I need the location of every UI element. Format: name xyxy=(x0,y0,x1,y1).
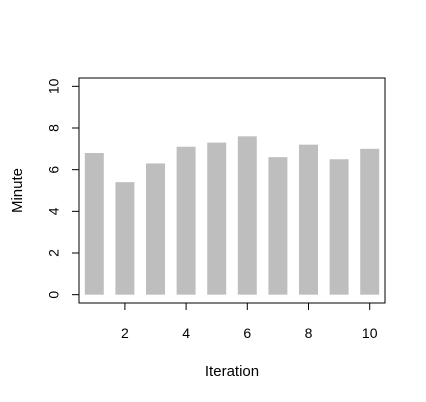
x-tick-label: 6 xyxy=(243,325,251,341)
y-tick-label: 2 xyxy=(46,249,62,257)
y-axis-title: Minute xyxy=(9,168,26,213)
bar xyxy=(207,142,227,295)
y-axis: 0 2 4 6 8 10 xyxy=(46,78,80,299)
bar xyxy=(360,148,380,295)
bar xyxy=(237,136,257,295)
bar xyxy=(329,159,349,295)
bar xyxy=(115,182,135,295)
x-axis-title: Iteration xyxy=(205,363,259,380)
bar xyxy=(84,153,104,295)
bar xyxy=(146,163,165,295)
bar xyxy=(176,146,196,295)
y-tick-label: 6 xyxy=(46,166,62,174)
bar xyxy=(299,144,318,295)
x-tick-label: 8 xyxy=(305,325,313,341)
y-tick-label: 10 xyxy=(46,78,62,94)
x-tick-label: 10 xyxy=(362,325,378,341)
x-axis: 2 4 6 8 10 xyxy=(121,302,378,341)
y-tick-label: 4 xyxy=(46,207,62,215)
y-tick-label: 8 xyxy=(46,124,62,132)
bar xyxy=(268,157,288,295)
y-tick-label: 0 xyxy=(46,291,62,299)
x-tick-label: 2 xyxy=(121,325,129,341)
bars xyxy=(84,136,380,295)
x-tick-label: 4 xyxy=(182,325,190,341)
